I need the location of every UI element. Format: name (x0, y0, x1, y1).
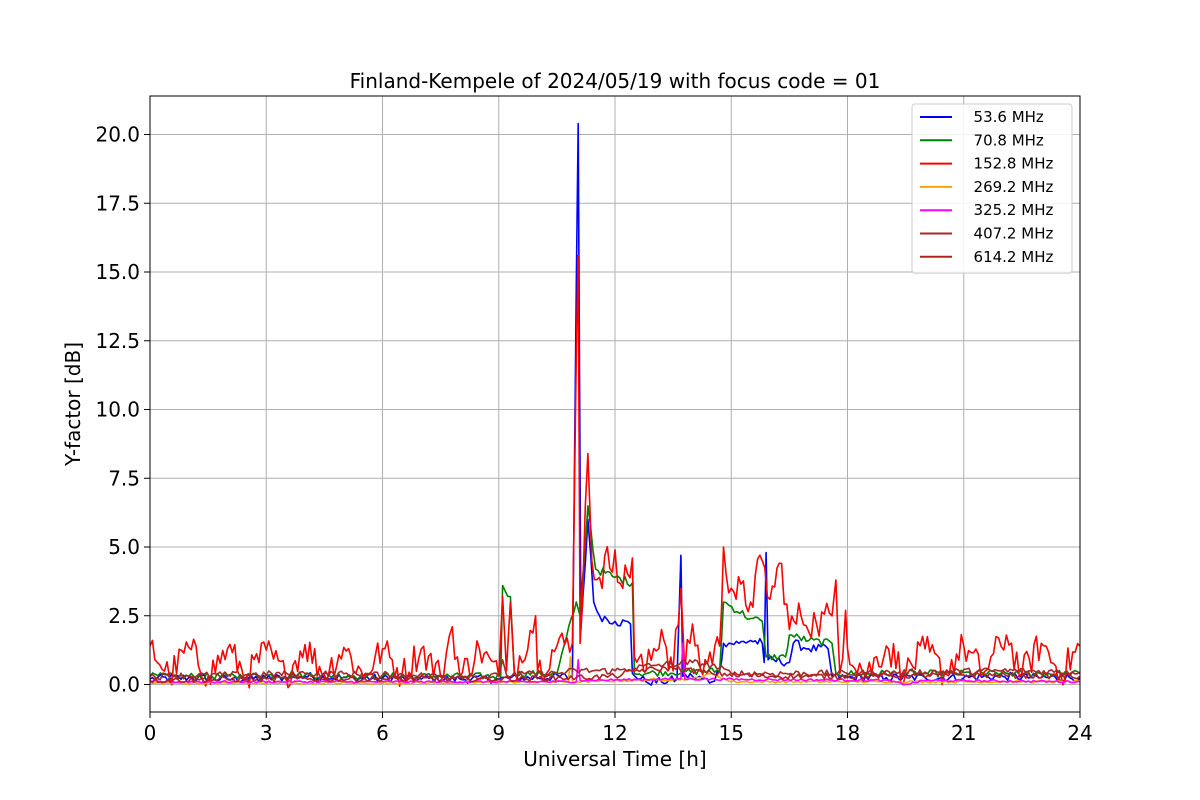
legend: 53.6 MHz 70.8 MHz 152.8 MHz 269.2 MHz 32… (911, 103, 1073, 274)
y-tick-label: 7.5 (108, 466, 140, 490)
series-line-6 (150, 665, 1080, 684)
x-tick-label: 24 (1067, 721, 1092, 745)
plot-series (150, 122, 1080, 689)
y-tick-label: 20.0 (95, 123, 140, 147)
legend-label: 152.8 MHz (964, 155, 1053, 173)
y-tick-label: 0.0 (108, 673, 140, 697)
y-tick-label: 2.5 (108, 604, 140, 628)
legend-box (911, 103, 1073, 274)
y-tick-label: 12.5 (95, 329, 140, 353)
x-tick-label: 9 (492, 721, 505, 745)
legend-label: 325.2 MHz (964, 201, 1053, 219)
x-tick-label: 3 (260, 721, 273, 745)
y-tick-label: 15.0 (95, 260, 140, 284)
x-tick-label: 0 (144, 721, 157, 745)
series-line-5 (150, 659, 1080, 681)
x-tick-label: 6 (376, 721, 389, 745)
series-line-2 (150, 254, 1080, 689)
y-tick-label: 5.0 (108, 535, 140, 559)
legend-label: 70.8 MHz (964, 131, 1044, 149)
y-tick-label: 10.0 (95, 398, 140, 422)
legend-label: 614.2 MHz (964, 248, 1053, 266)
x-axis-label: Universal Time [h] (523, 747, 706, 771)
x-tick-label: 12 (602, 721, 627, 745)
legend-label: 269.2 MHz (964, 178, 1053, 196)
y-axis: 0.0 2.5 5.0 7.5 10.0 12.5 15.0 17.5 20.0 (95, 123, 150, 697)
x-axis: 0 3 6 9 12 15 18 21 24 (144, 712, 1093, 745)
x-tick-label: 18 (835, 721, 860, 745)
chart-title: Finland-Kempele of 2024/05/19 with focus… (350, 69, 881, 93)
y-tick-label: 17.5 (95, 191, 140, 215)
legend-label: 53.6 MHz (964, 108, 1044, 126)
x-tick-label: 15 (719, 721, 744, 745)
x-tick-label: 21 (951, 721, 976, 745)
series-line-4 (150, 642, 1080, 686)
y-axis-label: Y-factor [dB] (61, 342, 85, 467)
legend-label: 407.2 MHz (964, 225, 1053, 243)
